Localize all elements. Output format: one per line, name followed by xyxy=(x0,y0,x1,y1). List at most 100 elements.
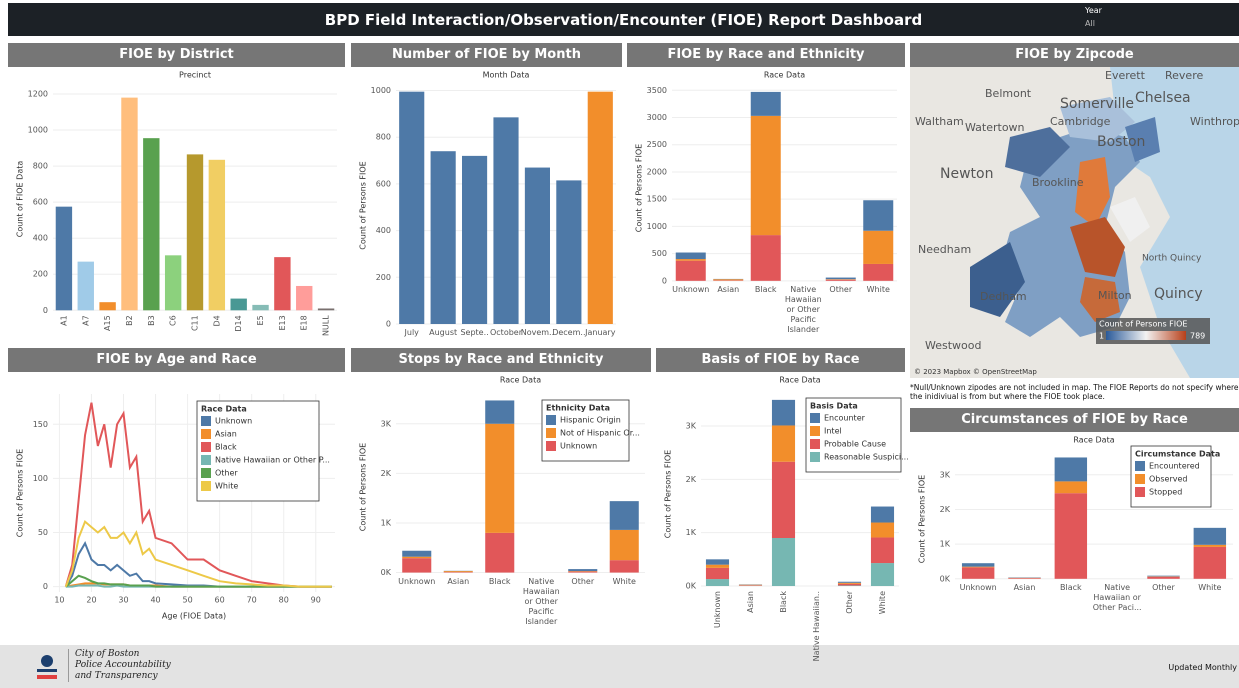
legend-box xyxy=(541,399,630,462)
x-tick-label: Other xyxy=(829,284,853,294)
x-tick-label: C11 xyxy=(191,315,200,331)
bar-segment xyxy=(1147,576,1180,579)
bar xyxy=(143,138,160,311)
y-tick-label: 400 xyxy=(376,226,391,235)
bar-segment xyxy=(738,584,763,586)
place-label: Waltham xyxy=(915,115,964,128)
bar-segment xyxy=(675,259,706,261)
line xyxy=(65,574,332,588)
bar-segment xyxy=(402,550,432,557)
bar-segment xyxy=(961,567,995,579)
filter-value[interactable]: All xyxy=(1085,19,1095,28)
org-line: Police Accountability xyxy=(75,660,171,670)
x-tick-label: 70 xyxy=(247,596,257,605)
y-tick-label: 100 xyxy=(33,474,48,483)
bar-segment xyxy=(1054,481,1088,494)
bar xyxy=(208,159,226,311)
legend-swatch xyxy=(546,428,556,438)
bar xyxy=(296,285,313,311)
y-tick-label: 3000 xyxy=(647,113,667,122)
y-tick-label: 2500 xyxy=(647,140,667,149)
place-label: Needham xyxy=(918,243,971,256)
bar-segment xyxy=(863,230,894,264)
x-tick-label: Novem.. xyxy=(520,328,555,337)
y-tick-label: 3K xyxy=(381,419,392,428)
bar-segment xyxy=(1193,527,1227,545)
header: BPD Field Interaction/Observation/Encoun… xyxy=(8,3,1239,36)
legend-label: Unknown xyxy=(560,442,597,451)
bar-segment xyxy=(705,579,730,586)
org-line: and Transparency xyxy=(75,671,158,681)
legend-label: Black xyxy=(215,443,237,452)
chart: Race Data 0K 1K 2K 3K Count of Persons FIOE Ci… xyxy=(918,436,1233,583)
bar-segment xyxy=(705,564,730,568)
line xyxy=(64,520,332,588)
bar-segment xyxy=(568,569,598,572)
y-tick-label: 150 xyxy=(33,420,48,429)
bar-segment xyxy=(837,582,862,584)
x-tick-label: Unknown xyxy=(672,284,710,294)
bar xyxy=(230,298,247,311)
place-label: Brookline xyxy=(1032,176,1084,189)
y-tick-label: 3500 xyxy=(647,86,667,95)
bar xyxy=(77,261,94,311)
place-label: Watertown xyxy=(965,121,1025,134)
x-tick-label: Unknown xyxy=(713,591,722,628)
x-tick-label: A7 xyxy=(81,315,90,326)
bar-segment xyxy=(713,280,744,281)
legend-swatch xyxy=(201,416,211,426)
chart-panel: Basis of FIOE by Race Race Data 0K 1K 2K 3K Co… xyxy=(656,348,909,662)
x-tick-label: Decem.. xyxy=(552,328,586,337)
legend-swatch xyxy=(810,439,820,449)
y-tick-label: 1000 xyxy=(371,86,391,95)
x-tick-label: Black xyxy=(488,576,511,586)
zip-region xyxy=(1080,277,1120,322)
bar-segment xyxy=(609,560,639,573)
map-panel: FIOE by Zipcode Everett Revere Belmont S… xyxy=(910,43,1239,403)
bar-segment xyxy=(870,522,895,538)
place-label: Belmont xyxy=(985,87,1032,100)
map-title: FIOE by Zipcode xyxy=(910,43,1239,67)
filter-label: Year xyxy=(1085,6,1102,15)
y-tick-label: 600 xyxy=(376,179,391,188)
y-tick-label: 50 xyxy=(38,528,48,537)
chart-title: Stops by Race and Ethnicity xyxy=(351,348,651,372)
bar xyxy=(186,154,204,311)
x-tick-label: Native Hawaiian or Other Paci... xyxy=(1092,582,1142,612)
bar-segment xyxy=(750,115,781,236)
legend-label: Stopped xyxy=(1149,488,1182,497)
legend-label: Asian xyxy=(215,430,237,439)
y-tick-label: 1K xyxy=(381,518,392,527)
y-axis-label: Count of Persons FIOE xyxy=(359,161,368,249)
x-tick-label: 20 xyxy=(86,596,96,605)
x-tick-label: B2 xyxy=(125,315,134,326)
bar-segment xyxy=(443,571,473,573)
chart-title: FIOE by Age and Race xyxy=(8,348,345,372)
y-tick-label: 2K xyxy=(686,475,697,484)
legend-title: Basis Data xyxy=(810,402,858,411)
legend-swatch xyxy=(1135,487,1145,497)
bar-segment xyxy=(485,400,515,424)
x-tick-label: January xyxy=(585,328,616,337)
footer: City of Boston Police Accountability and… xyxy=(0,645,1239,688)
bar-segment xyxy=(1008,578,1041,579)
chart: Race Data 0K 1K 2K 3K Count of Persons FIOE Un… xyxy=(664,376,909,662)
chart: Precinct 0 200 400 600 800 1000 1200 Count of FI… xyxy=(16,71,337,336)
bar-segment xyxy=(402,556,432,559)
x-tick-label: A15 xyxy=(103,315,112,331)
y-tick-label: 1200 xyxy=(28,90,48,99)
place-label: Quincy xyxy=(1154,286,1203,302)
bar-segment xyxy=(771,538,796,586)
bar-segment xyxy=(750,91,781,116)
place-label: North Quincy xyxy=(1142,254,1202,264)
y-tick-label: 2000 xyxy=(647,167,667,176)
bar-segment xyxy=(825,279,856,281)
legend-label: Observed xyxy=(1149,475,1188,484)
x-axis-label: Age (FIOE Data) xyxy=(162,612,226,621)
legend-label: Not of Hispanic Or... xyxy=(560,429,640,438)
map[interactable]: Everett Revere Belmont Somerville Chelse… xyxy=(910,67,1239,378)
x-tick-label: C6 xyxy=(169,315,178,326)
org-line: City of Boston xyxy=(75,649,140,659)
chart-panel: Circumstances of FIOE by Race Race Data 0K… xyxy=(910,408,1239,618)
